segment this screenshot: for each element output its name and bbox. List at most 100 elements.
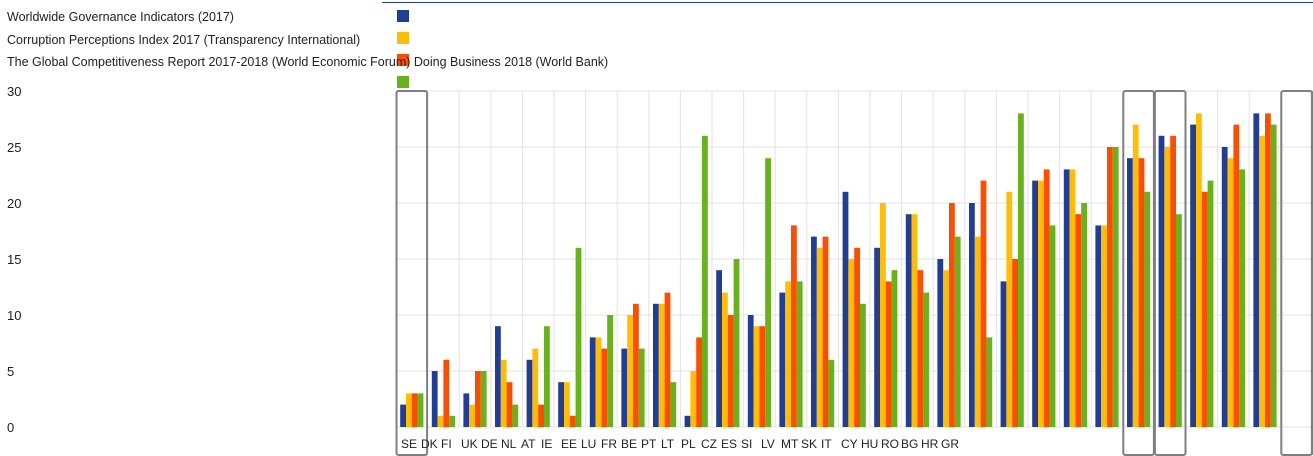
bar: [595, 337, 602, 427]
x-category-label: SK: [801, 437, 817, 451]
bar: [500, 359, 507, 427]
x-category-label: ES: [721, 437, 737, 451]
bar: [431, 371, 438, 427]
bar: [664, 292, 671, 427]
legend-swatch: [397, 10, 409, 22]
bar: [848, 259, 855, 427]
bar: [1221, 147, 1228, 427]
legend: Worldwide Governance Indicators (2017) Co…: [7, 10, 608, 88]
bar: [880, 203, 886, 427]
bar: [1196, 113, 1202, 428]
bar: [1144, 191, 1151, 427]
bar: [1012, 259, 1018, 427]
bar: [684, 415, 691, 427]
x-category-label: NL: [501, 437, 517, 451]
bar: [1253, 113, 1260, 428]
bar: [475, 371, 481, 427]
bar: [969, 203, 975, 427]
x-category-label: FI: [441, 437, 452, 451]
bar: [974, 236, 981, 427]
bar: [733, 259, 740, 427]
x-category-label: MT: [781, 437, 799, 451]
bar: [1190, 124, 1196, 427]
x-category-label: DK: [421, 437, 438, 451]
x-category-label: AT: [521, 437, 536, 451]
bar: [1176, 214, 1182, 427]
bar: [1081, 203, 1087, 427]
bar: [1107, 147, 1113, 427]
bar: [532, 348, 539, 427]
x-category-label: PT: [641, 437, 657, 451]
bar: [954, 236, 961, 427]
bar: [627, 315, 633, 427]
bar: [1095, 225, 1102, 427]
bar: [1032, 180, 1038, 427]
bar: [463, 393, 470, 427]
bar: [480, 371, 487, 427]
bar: [885, 281, 892, 427]
bar: [690, 371, 697, 427]
legend-swatch: [397, 76, 409, 88]
bar: [828, 359, 835, 427]
x-category-label: LT: [661, 437, 675, 451]
bar: [696, 337, 702, 427]
bar: [816, 247, 823, 427]
bar: [589, 337, 596, 427]
x-axis-categories: SE DK FI UK DE NL AT IE EE LU FR BE PT LT PL CZ ES SI LV MT…: [401, 437, 959, 451]
x-category-label: PL: [681, 437, 696, 451]
bar: [911, 214, 918, 427]
bar: [1239, 169, 1245, 427]
bar: [653, 303, 659, 427]
bar: [621, 348, 628, 427]
bar: [1158, 135, 1165, 428]
bar: [860, 303, 866, 427]
bar: [917, 270, 924, 427]
bar: [1000, 281, 1007, 427]
bars: [400, 113, 1277, 428]
bar: [437, 415, 444, 427]
bar: [411, 393, 418, 427]
bar: [544, 326, 550, 427]
bar: [937, 259, 944, 427]
bar: [949, 203, 955, 427]
bar: [759, 326, 766, 427]
bar: [822, 236, 829, 427]
bar: [1207, 180, 1214, 427]
bar: [506, 382, 513, 427]
bar: [811, 236, 817, 427]
bar: [1006, 191, 1013, 427]
x-category-label: HU: [861, 437, 878, 451]
x-category-label: RO: [881, 437, 899, 451]
bar: [753, 326, 760, 427]
bar: [854, 247, 860, 427]
bar: [575, 247, 582, 427]
x-category-label: DE: [481, 437, 498, 451]
bar: [1038, 180, 1044, 427]
bar: [1049, 225, 1056, 427]
bar: [1259, 135, 1265, 428]
bar: [512, 404, 519, 427]
bar: [417, 393, 424, 427]
y-axis-ticks: 0 5 10 15 20 25 30: [7, 84, 21, 435]
bar: [406, 393, 412, 427]
bar: [747, 315, 754, 427]
bar: [722, 292, 728, 427]
y-tick-label: 30: [7, 84, 21, 99]
gridlines: [395, 90, 1313, 428]
y-tick-label: 5: [7, 364, 14, 379]
x-category-label: FR: [601, 437, 617, 451]
bar: [1069, 169, 1076, 427]
bar: [1127, 158, 1133, 427]
legend-swatch: [397, 32, 409, 44]
bar: [943, 270, 949, 427]
bar: [443, 359, 450, 427]
x-category-label: GR: [941, 437, 959, 451]
x-category-label: HR: [921, 437, 939, 451]
legend-swatch: [397, 54, 409, 66]
bar: [1201, 191, 1208, 427]
bar: [796, 281, 803, 427]
bar: [495, 326, 501, 427]
bar: [1233, 124, 1240, 427]
legend-label: Corruption Perceptions Index 2017 (Trans…: [7, 33, 360, 47]
legend-label: Worldwide Governance Indicators (2017): [7, 10, 234, 24]
